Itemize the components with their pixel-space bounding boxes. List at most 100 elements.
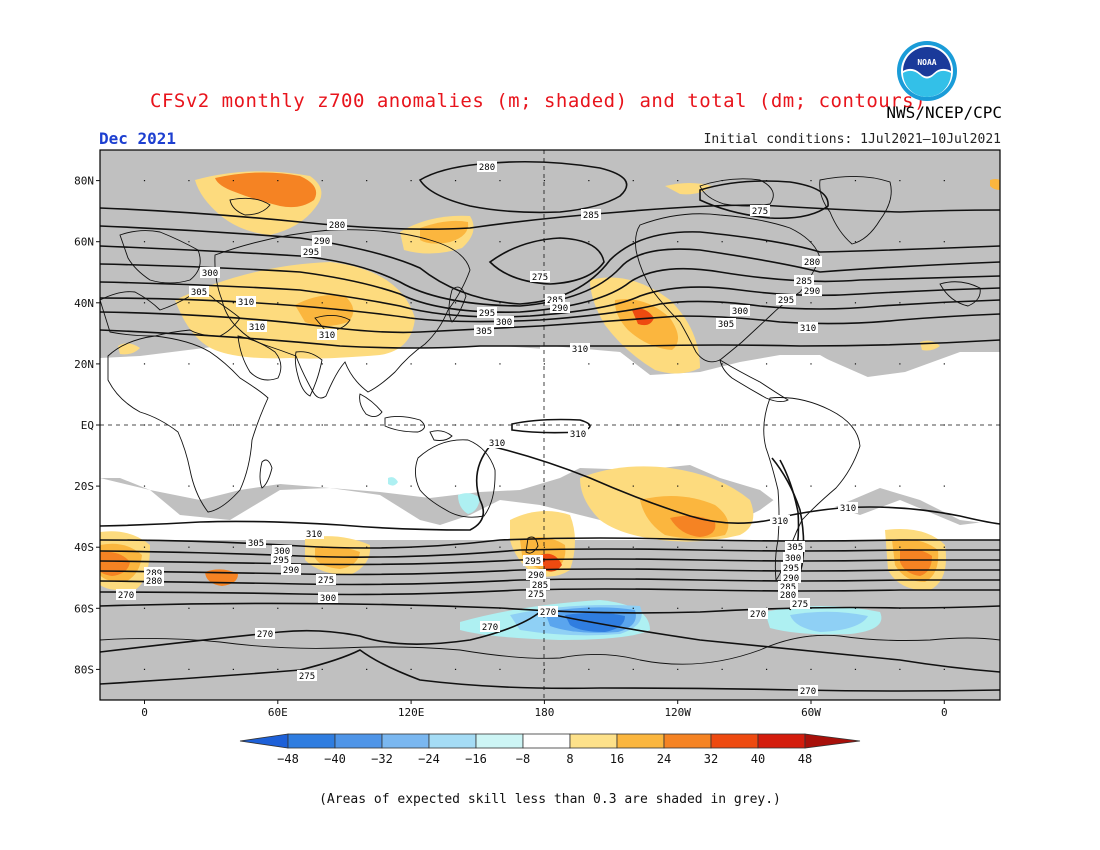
graticule-dot <box>588 180 590 182</box>
contour-label-bg <box>538 606 558 617</box>
graticule-dot <box>854 363 857 365</box>
contour-label-bg <box>316 574 336 585</box>
graticule-dot <box>810 180 812 182</box>
lon-label: 120W <box>664 706 691 719</box>
graticule-dot <box>588 302 590 304</box>
contour-labels: 2802802852902953003053103103102752852902… <box>116 161 858 697</box>
lat-label: 80N <box>74 175 94 188</box>
graticule-dot <box>854 241 857 243</box>
graticule-dot <box>677 424 679 426</box>
graticule-dot <box>366 424 368 426</box>
colorbar-label: −40 <box>324 752 346 766</box>
graticule-dot <box>188 302 190 304</box>
graticule-dot <box>721 424 723 426</box>
contour-label-bg <box>570 343 590 354</box>
graticule-dot <box>277 363 279 365</box>
graticule-dot <box>721 668 723 670</box>
contour-label-bg <box>802 285 822 296</box>
colorbar-arrow-left <box>239 733 289 749</box>
graticule-dot <box>143 241 146 243</box>
graticule-dot <box>499 485 501 487</box>
graticule-dot <box>588 241 590 243</box>
graticule-dot <box>899 668 901 670</box>
contour-label-bg <box>778 581 798 592</box>
contour-label: 275 <box>528 590 544 600</box>
contour-label: 305 <box>718 320 734 330</box>
contour-label: 295 <box>778 296 794 306</box>
positive-anomalies <box>100 171 1000 591</box>
lon-axis-labels: 0 60E 120E 180 120W 60W 0 <box>141 706 947 719</box>
colorbar-swatch <box>334 733 383 749</box>
contour-label-bg <box>246 537 266 548</box>
graticule-dot <box>543 241 546 243</box>
contour-label-bg <box>317 329 337 340</box>
graticule-dot <box>854 180 857 182</box>
contour-label-bg <box>778 589 798 600</box>
contour-label: 285 <box>547 296 563 306</box>
graticule-dot <box>588 607 590 609</box>
graticule-dot <box>454 302 457 304</box>
lat-label: 40N <box>74 297 94 310</box>
graticule-dot <box>765 363 768 365</box>
contour-label: 310 <box>489 439 505 449</box>
graticule-dot <box>899 180 901 182</box>
graticule-dot <box>588 668 590 670</box>
contour-label: 270 <box>482 623 498 633</box>
graticule-dot <box>232 546 234 548</box>
colorbar-label: −48 <box>277 752 299 766</box>
contour-label-bg <box>477 307 497 318</box>
graticule-dot <box>854 668 857 670</box>
graticule-dot <box>499 424 501 426</box>
graticule-dot <box>677 607 679 609</box>
graticule-dot <box>721 180 723 182</box>
contour-label: 285 <box>532 581 548 591</box>
graticule-dot <box>943 607 945 609</box>
initial-conditions-label: Initial conditions: 1Jul2021–10Jul2021 <box>703 132 1001 147</box>
contour-label: 270 <box>800 687 816 697</box>
graticule-dot <box>543 302 546 304</box>
graticule-dot <box>366 668 368 670</box>
graticule-dot <box>410 546 412 548</box>
graticule-dot <box>232 241 234 243</box>
graticule-dot <box>454 424 457 426</box>
graticule-dot <box>943 485 945 487</box>
contour-label-bg <box>530 271 550 282</box>
graticule-dot <box>810 485 812 487</box>
graticule-dot <box>454 363 457 365</box>
graticule-dot <box>765 302 768 304</box>
graticule-dot <box>810 363 812 365</box>
contour-label-bg <box>477 161 497 172</box>
graticule-dot <box>810 546 812 548</box>
graticule-dot <box>765 668 768 670</box>
svg-text:NOAA: NOAA <box>917 58 936 67</box>
graticule-dot <box>899 546 901 548</box>
graticule-dot <box>366 180 368 182</box>
contour-label: 300 <box>320 594 336 604</box>
contour-label: 305 <box>476 327 492 337</box>
graticule-dot <box>943 546 945 548</box>
graticule-dot <box>543 485 546 487</box>
graticule-dot <box>810 424 812 426</box>
contour-label: 310 <box>319 331 335 341</box>
graticule-dot <box>721 363 723 365</box>
contour-label-bg <box>272 545 292 556</box>
graticule-dot <box>366 302 368 304</box>
colorbar-swatch <box>663 733 712 749</box>
contour-label-bg <box>271 554 291 565</box>
contour-label-bg <box>748 608 768 619</box>
graticule-dot <box>499 180 501 182</box>
contour-label: 300 <box>732 307 748 317</box>
graticule-dot <box>632 241 634 243</box>
contour-label: 300 <box>202 269 218 279</box>
graticule-dot <box>321 485 323 487</box>
contour-label: 280 <box>804 258 820 268</box>
graticule-dot <box>499 241 501 243</box>
colorbar-swatch <box>616 733 665 749</box>
graticule-dot <box>188 485 190 487</box>
contour-label: 305 <box>787 543 803 553</box>
contour-label-bg <box>716 318 736 329</box>
contour-label: 305 <box>191 288 207 298</box>
graticule-dot <box>677 363 679 365</box>
contour-label: 289 <box>146 569 162 579</box>
